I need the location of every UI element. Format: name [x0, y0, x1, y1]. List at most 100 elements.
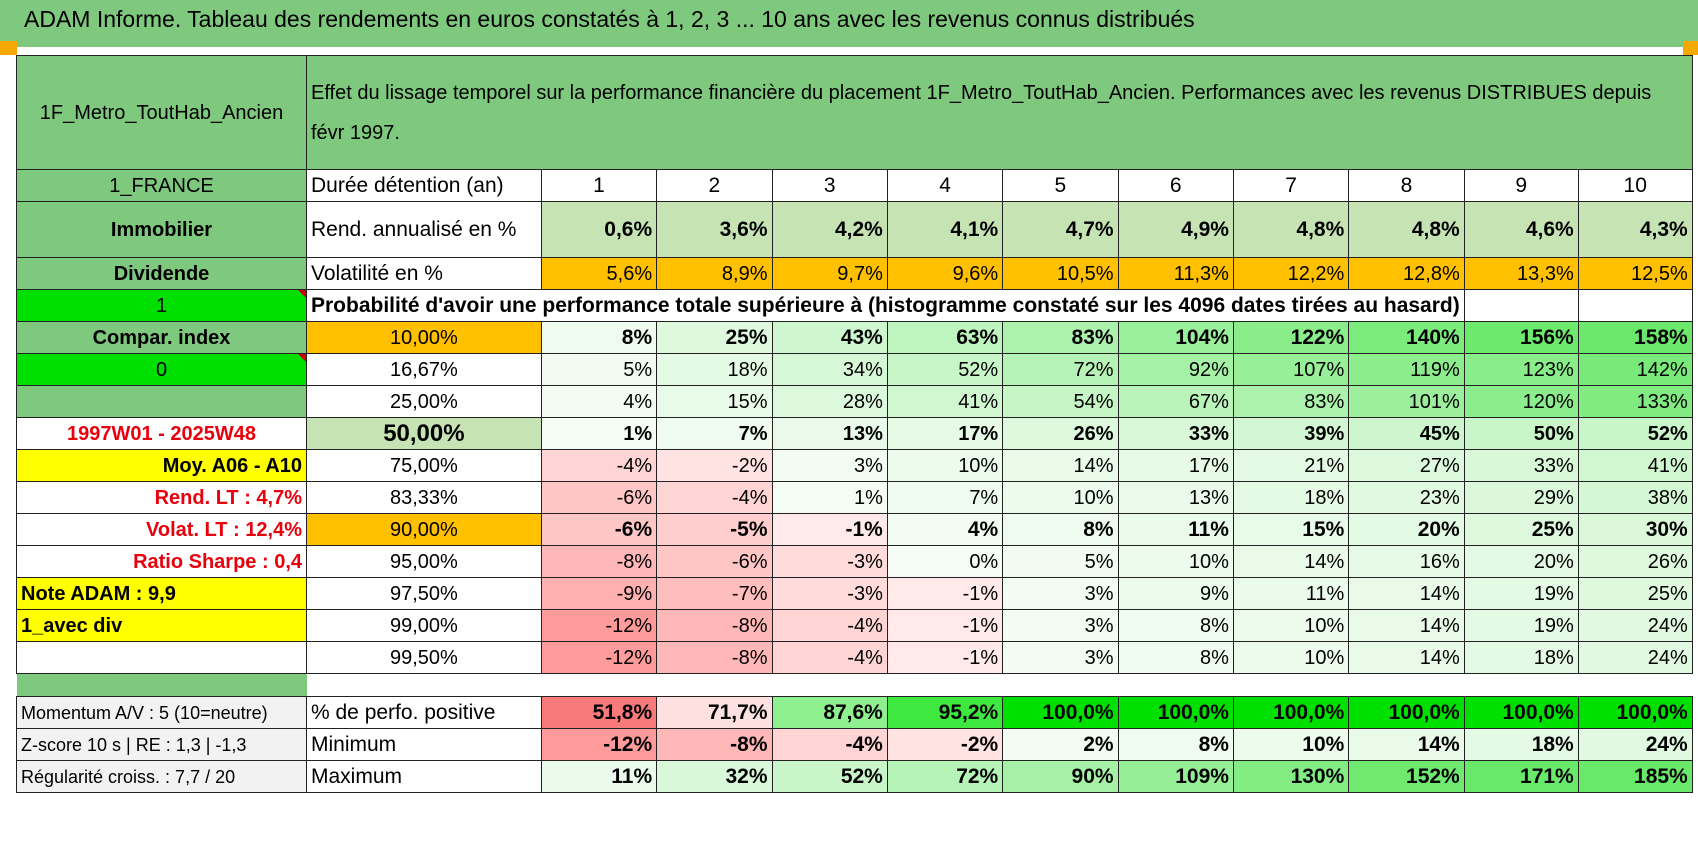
- performance-value: 63%: [886, 321, 1004, 354]
- performance-value: 67%: [1117, 385, 1234, 418]
- probability-level: 83,33%: [306, 481, 542, 514]
- vol-value: 12,5%: [1577, 257, 1693, 290]
- stat-value: 100,0%: [1348, 696, 1465, 729]
- stat-value: 185%: [1577, 760, 1693, 793]
- performance-value: 25%: [1577, 577, 1693, 610]
- performance-value: -2%: [656, 449, 773, 482]
- performance-value: 19%: [1463, 609, 1579, 642]
- performance-value: -1%: [886, 609, 1004, 642]
- performance-value: -12%: [540, 609, 658, 642]
- report-title: ADAM Informe. Tableau des rendements en …: [24, 6, 1195, 32]
- stat-value: 90%: [1002, 760, 1119, 793]
- rend-value: 4,9%: [1117, 201, 1234, 258]
- performance-value: 39%: [1232, 417, 1350, 450]
- performance-value: 17%: [1117, 449, 1234, 482]
- performance-value: 11%: [1232, 577, 1350, 610]
- blank-cell: [16, 641, 307, 674]
- performance-value: 30%: [1577, 513, 1693, 546]
- vol-value: 12,8%: [1348, 257, 1465, 290]
- probability-level: 99,50%: [306, 641, 542, 674]
- performance-value: 3%: [1002, 609, 1119, 642]
- performance-value: -6%: [540, 481, 658, 514]
- performance-value: -8%: [656, 609, 773, 642]
- performance-value: -3%: [771, 545, 888, 578]
- performance-value: 29%: [1463, 481, 1579, 514]
- performance-value: 72%: [1002, 353, 1119, 386]
- performance-value: 21%: [1232, 449, 1350, 482]
- probability-level: 90,00%: [306, 513, 542, 546]
- performance-value: -5%: [656, 513, 773, 546]
- performance-value: 4%: [886, 513, 1004, 546]
- performance-value: 14%: [1002, 449, 1119, 482]
- performance-value: -1%: [771, 513, 888, 546]
- stat-label: Minimum: [306, 728, 542, 761]
- year-header: 5: [1002, 169, 1119, 202]
- performance-value: -1%: [886, 577, 1004, 610]
- performance-value: -1%: [886, 641, 1004, 674]
- stat-value: -12%: [540, 728, 658, 761]
- performance-value: 20%: [1348, 513, 1465, 546]
- stat-value: 10%: [1232, 728, 1350, 761]
- performance-value: 156%: [1463, 321, 1579, 354]
- probability-level: 95,00%: [306, 545, 542, 578]
- stat-value: 152%: [1348, 760, 1465, 793]
- performance-value: 45%: [1348, 417, 1465, 450]
- performance-value: 101%: [1348, 385, 1465, 418]
- stat-value: 11%: [540, 760, 658, 793]
- performance-value: 27%: [1348, 449, 1465, 482]
- spacer: [307, 674, 1693, 697]
- performance-value: 26%: [1577, 545, 1693, 578]
- stat-value: 52%: [771, 760, 888, 793]
- performance-value: 23%: [1348, 481, 1465, 514]
- performance-value: 7%: [886, 481, 1004, 514]
- performance-value: 16%: [1348, 545, 1465, 578]
- performance-value: 133%: [1577, 385, 1693, 418]
- performance-value: 25%: [656, 321, 773, 354]
- performance-value: 11%: [1117, 513, 1234, 546]
- vol-value: 10,5%: [1002, 257, 1119, 290]
- stat-value: 130%: [1232, 760, 1350, 793]
- performance-value: 14%: [1348, 609, 1465, 642]
- vol-value: 8,9%: [656, 257, 773, 290]
- year-header: 4: [886, 169, 1004, 202]
- probability-level: 75,00%: [306, 449, 542, 482]
- performance-value: 33%: [1117, 417, 1234, 450]
- performance-value: 83%: [1002, 321, 1119, 354]
- stat-value: 24%: [1577, 728, 1693, 761]
- flag1-cell: 1: [16, 289, 307, 322]
- year-header: 9: [1463, 169, 1579, 202]
- stat-value: -4%: [771, 728, 888, 761]
- performance-value: -9%: [540, 577, 658, 610]
- rend-value: 4,3%: [1577, 201, 1693, 258]
- performance-value: 104%: [1117, 321, 1234, 354]
- performance-value: 92%: [1117, 353, 1234, 386]
- performance-value: 14%: [1348, 641, 1465, 674]
- rend-label: Rend. annualisé en %: [306, 201, 542, 258]
- performance-value: 3%: [1002, 577, 1119, 610]
- stat-value: -2%: [886, 728, 1004, 761]
- rend-value: 4,7%: [1002, 201, 1119, 258]
- probability-level: 25,00%: [306, 385, 542, 418]
- prob-title: Probabilité d'avoir une performance tota…: [306, 289, 1465, 322]
- performance-value: 107%: [1232, 353, 1350, 386]
- rend-value: 4,8%: [1232, 201, 1350, 258]
- avec-div-cell: 1_avec div: [16, 609, 307, 642]
- probability-level: 99,00%: [306, 609, 542, 642]
- performance-value: 52%: [886, 353, 1004, 386]
- stat-value: 100,0%: [1232, 696, 1350, 729]
- performance-value: 50%: [1463, 417, 1579, 450]
- performance-value: 14%: [1348, 577, 1465, 610]
- probability-level: 50,00%: [306, 417, 542, 450]
- empty-cell: [1463, 289, 1579, 322]
- performance-value: 83%: [1232, 385, 1350, 418]
- vol-value: 11,3%: [1117, 257, 1234, 290]
- performance-value: 18%: [656, 353, 773, 386]
- performance-value: 26%: [1002, 417, 1119, 450]
- performance-value: 24%: [1577, 641, 1693, 674]
- country-cell: 1_FRANCE: [16, 169, 307, 202]
- performance-value: -8%: [656, 641, 773, 674]
- performance-value: -8%: [540, 545, 658, 578]
- income-cell: Dividende: [16, 257, 307, 290]
- blank-green-cell: [16, 385, 307, 418]
- stat-value: 109%: [1117, 760, 1234, 793]
